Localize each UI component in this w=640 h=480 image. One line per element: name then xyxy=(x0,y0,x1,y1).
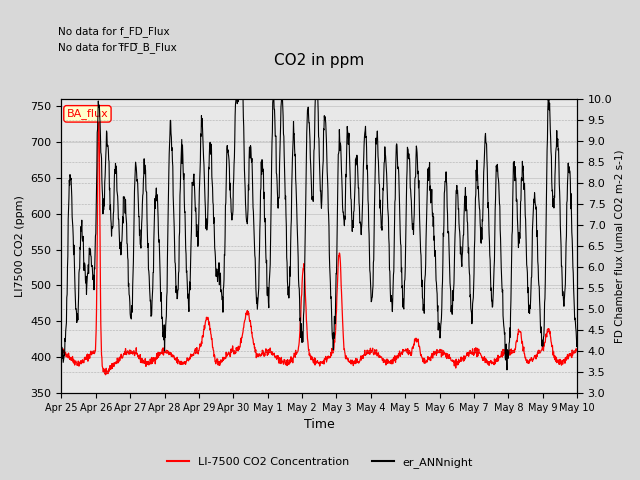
X-axis label: Time: Time xyxy=(304,419,335,432)
Y-axis label: FD Chamber flux (umal CO2 m-2 s-1): FD Chamber flux (umal CO2 m-2 s-1) xyxy=(615,149,625,343)
Text: No data for f̅FD̅_B_Flux: No data for f̅FD̅_B_Flux xyxy=(58,42,177,53)
Title: CO2 in ppm: CO2 in ppm xyxy=(274,53,364,68)
Text: BA_flux: BA_flux xyxy=(67,108,108,120)
Y-axis label: LI7500 CO2 (ppm): LI7500 CO2 (ppm) xyxy=(15,195,25,297)
Text: No data for f_FD_Flux: No data for f_FD_Flux xyxy=(58,25,169,36)
Legend: LI-7500 CO2 Concentration, er_ANNnight: LI-7500 CO2 Concentration, er_ANNnight xyxy=(163,452,477,472)
